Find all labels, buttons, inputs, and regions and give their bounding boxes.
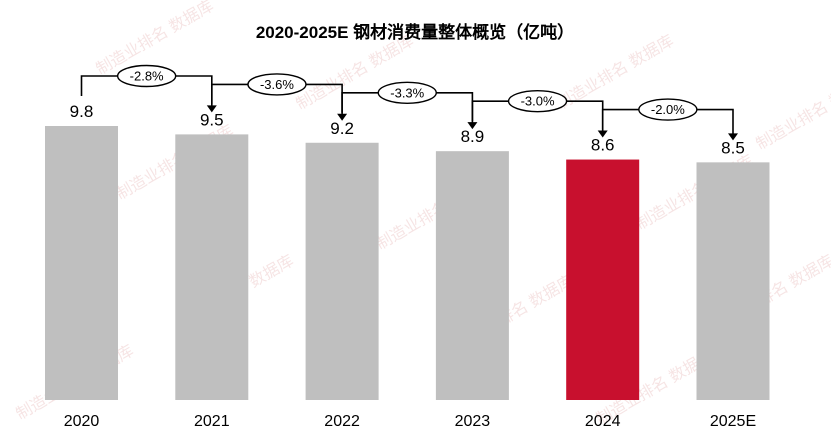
- value-label-2020: 9.8: [70, 102, 94, 121]
- chart-title: 2020-2025E 钢材消费量整体概览（亿吨）: [256, 22, 574, 42]
- x-tick-2024: 2024: [585, 413, 621, 430]
- change-pill-4: [638, 98, 698, 121]
- value-label-2023: 8.9: [461, 127, 485, 146]
- change-arrow-2: -3.3%: [341, 81, 478, 130]
- x-tick-2023: 2023: [455, 413, 491, 430]
- change-arrow-0: -2.8%: [80, 64, 217, 113]
- value-label-2024: 8.6: [591, 136, 615, 155]
- change-label-3: -3.0%: [521, 94, 555, 109]
- change-arrow-4: -2.0%: [601, 98, 738, 141]
- change-label-2: -3.3%: [390, 85, 424, 100]
- change-label-4: -2.0%: [651, 102, 685, 117]
- change-arrow-3: -3.0%: [471, 89, 608, 138]
- x-tick-2025E: 2025E: [710, 413, 756, 430]
- value-label-2025E: 8.5: [721, 138, 745, 157]
- x-tick-2020: 2020: [64, 413, 100, 430]
- bar-2020: [45, 126, 118, 400]
- change-label-1: -3.6%: [260, 77, 294, 92]
- value-label-2022: 9.2: [330, 119, 354, 138]
- x-tick-2022: 2022: [324, 413, 360, 430]
- value-label-2021: 9.5: [200, 110, 224, 129]
- bar-2025E: [696, 162, 770, 400]
- change-arrows-group: -2.8% -3.6% -3.3% -3.0% -2.0%: [80, 64, 738, 141]
- bars-group: 9.8 2020 9.5 2021 9.2 2022 8.9 2023 8.6 2024 8.5 20…: [45, 102, 770, 430]
- change-arrow-1: -3.6%: [211, 73, 348, 121]
- change-pill-1: [247, 73, 307, 96]
- bar-2023: [435, 151, 509, 400]
- change-pill-0: [116, 64, 177, 88]
- watermark-text: 制造业排名 数据库: [753, 72, 831, 154]
- change-label-0: -2.8%: [130, 69, 164, 84]
- change-pill-2: [377, 81, 437, 104]
- bar-2021: [175, 134, 249, 400]
- x-tick-2021: 2021: [194, 413, 230, 430]
- change-pill-3: [507, 89, 568, 113]
- bar-2022: [305, 142, 379, 400]
- bar-2024: [566, 159, 640, 400]
